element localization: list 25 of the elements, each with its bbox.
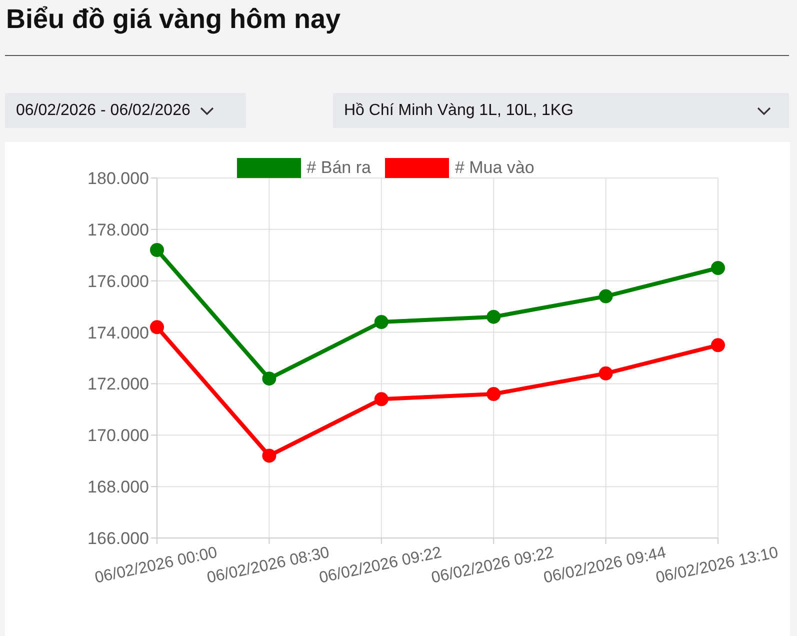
y-tick-label: 166.000: [88, 529, 149, 548]
point: [486, 387, 501, 401]
point: [262, 448, 276, 463]
text: 06/02/2026 - 06/02/2026: [16, 102, 190, 120]
point: [374, 392, 388, 406]
y-tick-label: 178.000: [88, 220, 149, 240]
y-tick-label: 172.000: [88, 374, 149, 394]
point: [150, 320, 164, 334]
legend-label: # Mua vào: [454, 158, 534, 178]
point: [486, 310, 501, 324]
legend-label: # Bán ra: [306, 158, 371, 178]
y-tick-label: 174.000: [88, 323, 149, 342]
point: [262, 372, 276, 386]
y-tick-label: 176.000: [88, 272, 149, 291]
text: Hồ Chí Minh Vàng 1L, 10L, 1KG: [344, 102, 574, 120]
point: [374, 315, 388, 329]
y-tick-label: 180.000: [88, 169, 149, 188]
point: [150, 243, 164, 257]
y-tick-label: 168.000: [88, 478, 149, 497]
point: [711, 261, 725, 275]
point: [711, 338, 725, 352]
point: [598, 366, 613, 380]
chart-title: Biểu đồ giá vàng hôm nay: [6, 4, 341, 35]
y-tick-label: 170.000: [88, 426, 149, 446]
point: [598, 289, 613, 304]
